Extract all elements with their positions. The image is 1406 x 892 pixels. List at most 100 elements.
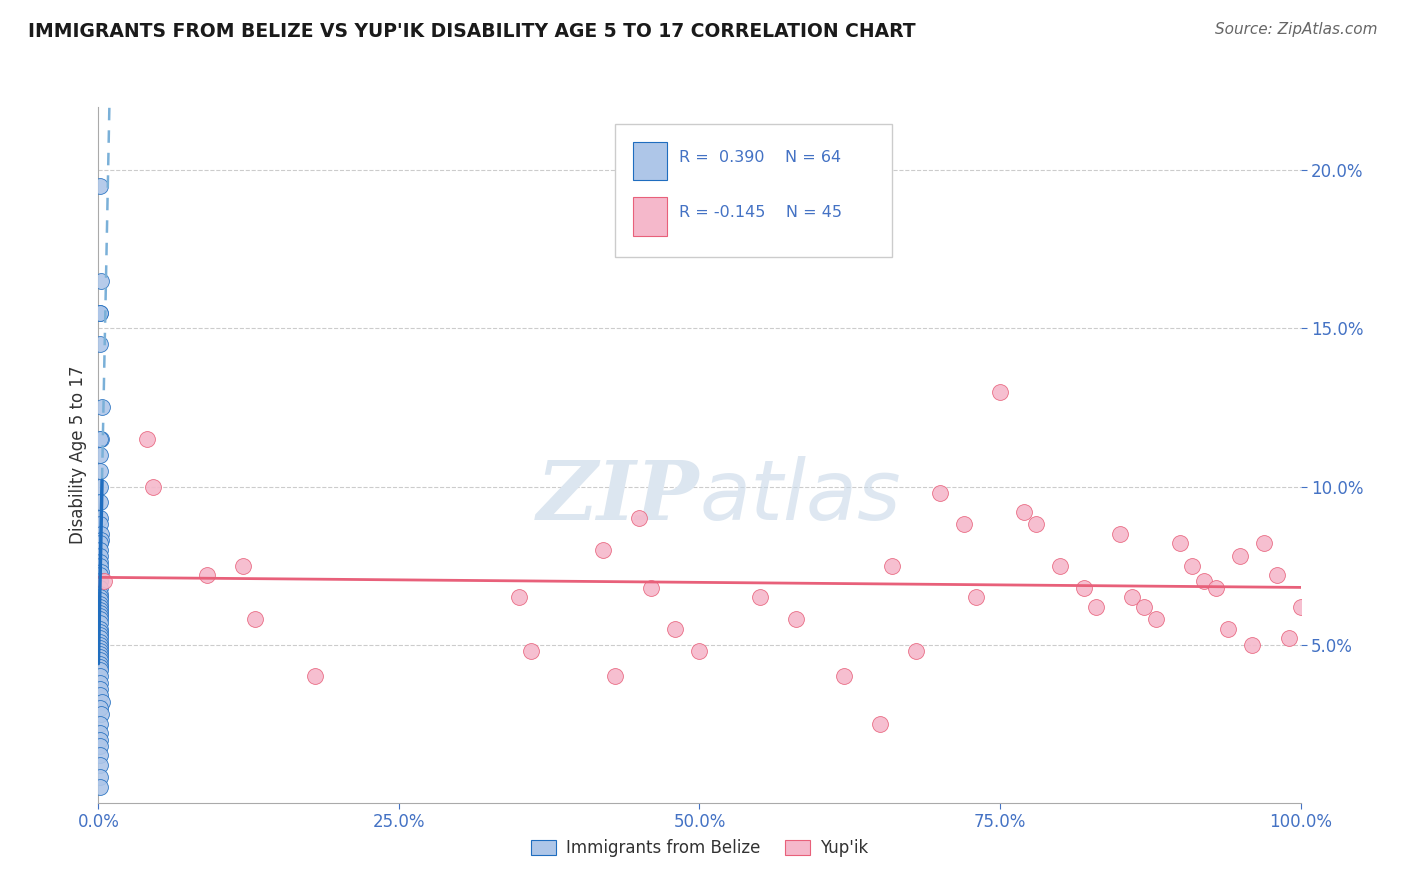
- Point: [89, 638, 111, 652]
- Text: IMMIGRANTS FROM BELIZE VS YUP'IK DISABILITY AGE 5 TO 17 CORRELATION CHART: IMMIGRANTS FROM BELIZE VS YUP'IK DISABIL…: [28, 22, 915, 41]
- Text: ZIP: ZIP: [537, 457, 699, 537]
- Point: [89, 179, 111, 194]
- Point: [664, 622, 686, 636]
- Point: [520, 644, 543, 658]
- Point: [89, 660, 111, 674]
- Point: [89, 597, 111, 611]
- Point: [1109, 527, 1132, 541]
- Point: [89, 757, 111, 772]
- Point: [89, 625, 111, 640]
- Point: [1218, 622, 1240, 636]
- Point: [1265, 568, 1288, 582]
- Text: Source: ZipAtlas.com: Source: ZipAtlas.com: [1215, 22, 1378, 37]
- Point: [1289, 599, 1312, 614]
- Point: [89, 663, 111, 677]
- Point: [89, 609, 111, 624]
- Point: [1133, 599, 1156, 614]
- Point: [1253, 536, 1275, 550]
- Point: [304, 669, 326, 683]
- Point: [89, 448, 111, 462]
- Point: [869, 716, 891, 731]
- Text: R = -0.145    N = 45: R = -0.145 N = 45: [679, 205, 842, 220]
- Point: [89, 612, 111, 626]
- Point: [89, 574, 111, 589]
- Point: [89, 657, 111, 671]
- Point: [89, 432, 111, 446]
- Point: [89, 593, 111, 607]
- Point: [89, 716, 111, 731]
- Point: [89, 591, 111, 605]
- Point: [141, 479, 163, 493]
- Point: [748, 591, 770, 605]
- Point: [1073, 581, 1095, 595]
- Text: atlas: atlas: [699, 456, 901, 537]
- Point: [90, 274, 112, 288]
- Point: [89, 688, 111, 702]
- Point: [89, 653, 111, 667]
- Point: [904, 644, 927, 658]
- Point: [1241, 638, 1264, 652]
- FancyBboxPatch shape: [616, 124, 891, 257]
- Point: [1205, 581, 1227, 595]
- Point: [89, 479, 111, 493]
- Point: [90, 707, 112, 722]
- Point: [988, 384, 1011, 399]
- Point: [89, 726, 111, 740]
- Point: [89, 305, 111, 319]
- Point: [89, 599, 111, 614]
- Point: [640, 581, 662, 595]
- Point: [89, 681, 111, 696]
- Point: [928, 486, 950, 500]
- Point: [1181, 558, 1204, 573]
- Point: [89, 628, 111, 642]
- Point: [965, 591, 987, 605]
- Point: [89, 558, 111, 573]
- Point: [1170, 536, 1192, 550]
- Point: [89, 701, 111, 715]
- Point: [628, 511, 651, 525]
- Point: [93, 574, 115, 589]
- Point: [91, 695, 114, 709]
- Point: [605, 669, 627, 683]
- Point: [1085, 599, 1108, 614]
- Text: R =  0.390    N = 64: R = 0.390 N = 64: [679, 150, 841, 165]
- Point: [90, 533, 112, 548]
- Point: [89, 305, 111, 319]
- Point: [89, 603, 111, 617]
- Y-axis label: Disability Age 5 to 17: Disability Age 5 to 17: [69, 366, 87, 544]
- Point: [1144, 612, 1167, 626]
- Point: [832, 669, 855, 683]
- Point: [135, 432, 157, 446]
- Point: [89, 634, 111, 648]
- Point: [89, 780, 111, 794]
- Point: [89, 675, 111, 690]
- Point: [89, 771, 111, 785]
- Point: [89, 337, 111, 351]
- Point: [880, 558, 903, 573]
- Point: [90, 565, 112, 579]
- Point: [89, 511, 111, 525]
- Point: [688, 644, 710, 658]
- Point: [89, 495, 111, 509]
- Point: [89, 647, 111, 661]
- Point: [91, 401, 114, 415]
- Point: [89, 650, 111, 665]
- Point: [89, 669, 111, 683]
- Point: [89, 549, 111, 563]
- Bar: [633, 197, 666, 235]
- Point: [89, 556, 111, 570]
- Point: [1012, 505, 1035, 519]
- Point: [89, 464, 111, 478]
- Point: [90, 527, 112, 541]
- Point: [89, 622, 111, 636]
- Point: [89, 732, 111, 747]
- Point: [89, 517, 111, 532]
- Point: [508, 591, 530, 605]
- Point: [89, 568, 111, 582]
- Point: [592, 542, 614, 557]
- Point: [89, 644, 111, 658]
- Point: [89, 739, 111, 753]
- Point: [89, 581, 111, 595]
- Point: [89, 632, 111, 646]
- Legend: Immigrants from Belize, Yup'ik: Immigrants from Belize, Yup'ik: [524, 833, 875, 864]
